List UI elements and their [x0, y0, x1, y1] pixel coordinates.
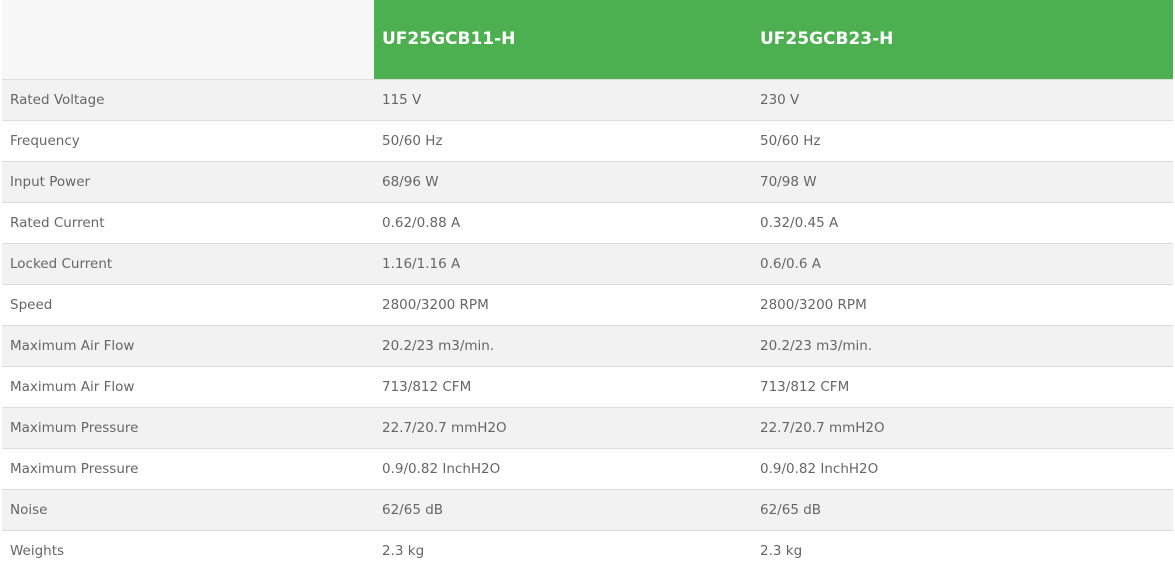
model-1-value: 2.3 kg: [374, 529, 752, 571]
model-2-value: 2.3 kg: [752, 529, 1173, 571]
model-2-value: 713/812 CFM: [752, 365, 1173, 407]
model-1-value: 22.7/20.7 mmH2O: [374, 406, 752, 448]
model-2-value: 0.6/0.6 A: [752, 242, 1173, 284]
model-1-value: 0.9/0.82 InchH2O: [374, 447, 752, 489]
spec-label: Speed: [2, 283, 374, 325]
model-1-value: 713/812 CFM: [374, 365, 752, 407]
spec-label: Rated Voltage: [2, 78, 374, 120]
header-model-2: UF25GCB23-H: [752, 0, 1173, 79]
table-row: Maximum Pressure 22.7/20.7 mmH2O 22.7/20.7…: [2, 406, 1173, 448]
header-model-1: UF25GCB11-H: [374, 0, 752, 79]
table-row: Frequency 50/60 Hz 50/60 Hz: [2, 119, 1173, 161]
header-blank-cell: [2, 0, 374, 80]
table-row: Maximum Air Flow 20.2/23 m3/min. 20.2/23 m…: [2, 324, 1173, 366]
spec-label: Weights: [2, 529, 374, 571]
spec-label: Noise: [2, 488, 374, 530]
spec-label: Rated Current: [2, 201, 374, 243]
spec-label: Maximum Pressure: [2, 406, 374, 448]
model-1-value: 50/60 Hz: [374, 119, 752, 161]
model-2-value: 0.9/0.82 InchH2O: [752, 447, 1173, 489]
table-row: Maximum Air Flow 713/812 CFM 713/812 CFM: [2, 365, 1173, 407]
model-2-value: 20.2/23 m3/min.: [752, 324, 1173, 366]
model-1-value: 0.62/0.88 A: [374, 201, 752, 243]
spec-label: Maximum Pressure: [2, 447, 374, 489]
table-row: Noise 62/65 dB 62/65 dB: [2, 488, 1173, 530]
spec-label: Input Power: [2, 160, 374, 202]
model-1-value: 62/65 dB: [374, 488, 752, 530]
table-row: Rated Current 0.62/0.88 A 0.32/0.45 A: [2, 201, 1173, 243]
model-2-value: 230 V: [752, 78, 1173, 120]
model-1-value: 2800/3200 RPM: [374, 283, 752, 325]
model-1-value: 1.16/1.16 A: [374, 242, 752, 284]
table-row: Rated Voltage 115 V 230 V: [2, 78, 1173, 120]
spec-label: Maximum Air Flow: [2, 324, 374, 366]
model-2-value: 50/60 Hz: [752, 119, 1173, 161]
spec-label: Locked Current: [2, 242, 374, 284]
table-row: Weights 2.3 kg 2.3 kg: [2, 529, 1173, 571]
table-row: Maximum Pressure 0.9/0.82 InchH2O 0.9/0.82…: [2, 447, 1173, 489]
model-2-value: 22.7/20.7 mmH2O: [752, 406, 1173, 448]
model-1-value: 68/96 W: [374, 160, 752, 202]
table-row: Speed 2800/3200 RPM 2800/3200 RPM: [2, 283, 1173, 325]
model-2-value: 2800/3200 RPM: [752, 283, 1173, 325]
spec-label: Maximum Air Flow: [2, 365, 374, 407]
table-row: Locked Current 1.16/1.16 A 0.6/0.6 A: [2, 242, 1173, 284]
model-2-value: 62/65 dB: [752, 488, 1173, 530]
spec-label: Frequency: [2, 119, 374, 161]
table-row: Input Power 68/96 W 70/98 W: [2, 160, 1173, 202]
model-2-value: 70/98 W: [752, 160, 1173, 202]
model-1-value: 115 V: [374, 78, 752, 120]
model-2-value: 0.32/0.45 A: [752, 201, 1173, 243]
header-row: UF25GCB11-H UF25GCB23-H: [2, 0, 1173, 80]
model-1-value: 20.2/23 m3/min.: [374, 324, 752, 366]
